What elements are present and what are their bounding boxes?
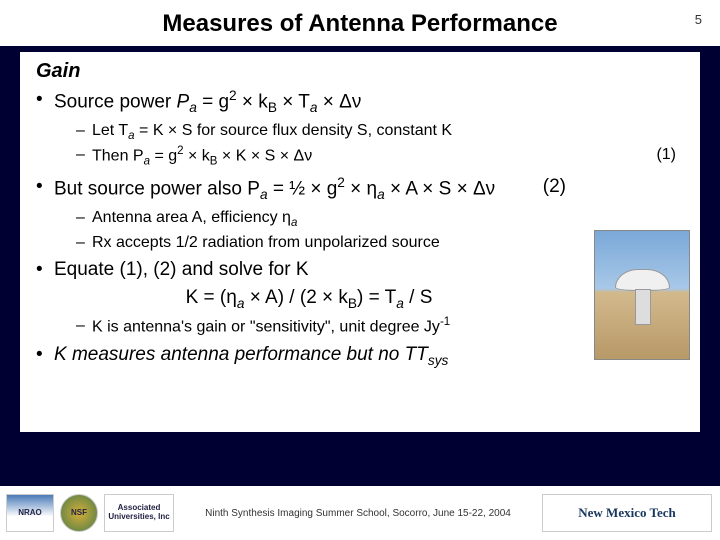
bullet-k-measures: K measures antenna performance but no TT… — [36, 342, 684, 370]
txt: = g — [150, 148, 177, 165]
sub-let-ta: Let Ta = K × S for source flux density S… — [54, 120, 684, 145]
sub-list-1: Let Ta = K × S for source flux density S… — [54, 120, 684, 171]
txt: × η — [345, 179, 377, 200]
txt: × Δν — [317, 91, 361, 112]
nsf-logo: NSF — [60, 494, 98, 532]
sub-a: a — [291, 217, 297, 229]
sub-list-2: Antenna area A, efficiency ηa Rx accepts… — [54, 207, 554, 253]
sub-a: a — [377, 187, 385, 202]
txt: / S — [404, 287, 433, 308]
txt: × K × S × Δν — [217, 148, 312, 165]
content-wrap: Gain Source power Pa = g2 × kB × Ta × Δν… — [0, 52, 720, 432]
footer-text: Ninth Synthesis Imaging Summer School, S… — [174, 508, 542, 519]
sub-then-pa: Then Pa = g2 × kB × K × S × Δν (1) — [54, 144, 684, 170]
sup-neg1: -1 — [440, 316, 450, 328]
txt: Equate (1), (2) and solve for K — [54, 259, 309, 280]
txt: × A × S × Δν — [385, 179, 495, 200]
var-P: P — [177, 91, 190, 112]
sub-rx-accepts: Rx accepts 1/2 radiation from unpolarize… — [54, 232, 554, 254]
txt: K is antenna's gain or "sensitivity", un… — [92, 319, 440, 336]
eq-number-1: (1) — [656, 144, 676, 166]
txt: Then P — [92, 148, 144, 165]
bullet-but-source-power: But source power also Pa = ½ × g2 × ηa ×… — [36, 174, 684, 253]
sub-a: a — [189, 100, 197, 115]
sub-B: B — [348, 296, 357, 311]
content-panel: Gain Source power Pa = g2 × kB × Ta × Δν… — [20, 52, 700, 432]
mount-shape — [635, 289, 651, 325]
nrao-logo: NRAO — [6, 494, 54, 532]
sub-a: a — [396, 296, 404, 311]
slide-title: Measures of Antenna Performance — [0, 10, 720, 38]
antenna-photo — [594, 230, 690, 360]
txt: Let T — [92, 122, 128, 139]
dish-shape — [615, 269, 670, 291]
txt: × A) / (2 × k — [244, 287, 348, 308]
sub-k-gain: K is antenna's gain or "sensitivity", un… — [54, 315, 564, 338]
sub-a: a — [260, 187, 268, 202]
eq-number-2: (2) — [543, 174, 566, 200]
txt: ) = T — [357, 287, 396, 308]
txt: Source power — [54, 91, 177, 112]
sub-list-3: K is antenna's gain or "sensitivity", un… — [54, 315, 564, 338]
txt: = g — [197, 91, 229, 112]
txt: Antenna area A, efficiency η — [92, 209, 291, 226]
aui-logo: Associated Universities, Inc — [104, 494, 174, 532]
sub-B: B — [268, 100, 277, 115]
txt: = ½ × g — [268, 179, 338, 200]
bullet-source-power: Source power Pa = g2 × kB × Ta × Δν Let … — [36, 87, 684, 170]
main-list: Source power Pa = g2 × kB × Ta × Δν Let … — [36, 87, 684, 370]
sup-2: 2 — [337, 175, 345, 190]
txt: × k — [184, 148, 210, 165]
txt: K = (η — [186, 287, 237, 308]
bullet-equate: Equate (1), (2) and solve for K K = (ηa … — [36, 257, 684, 338]
equation-k: K = (ηa × A) / (2 × kB) = Ta / S — [54, 285, 564, 313]
sup-2: 2 — [229, 88, 237, 103]
gain-heading: Gain — [36, 60, 684, 83]
nmt-logo: New Mexico Tech — [542, 494, 712, 532]
page-number: 5 — [695, 12, 702, 27]
txt: But source power also P — [54, 179, 260, 200]
footer: NRAO NSF Associated Universities, Inc Ni… — [0, 486, 720, 540]
title-bar: Measures of Antenna Performance 5 — [0, 0, 720, 46]
txt: K measures antenna performance but no T — [54, 344, 416, 365]
sub-sys: sys — [428, 353, 449, 368]
sub-antenna-area: Antenna area A, efficiency ηa — [54, 207, 554, 232]
txt: × T — [277, 91, 310, 112]
txt: × k — [237, 91, 268, 112]
txt: = K × S for source flux density S, const… — [135, 122, 453, 139]
